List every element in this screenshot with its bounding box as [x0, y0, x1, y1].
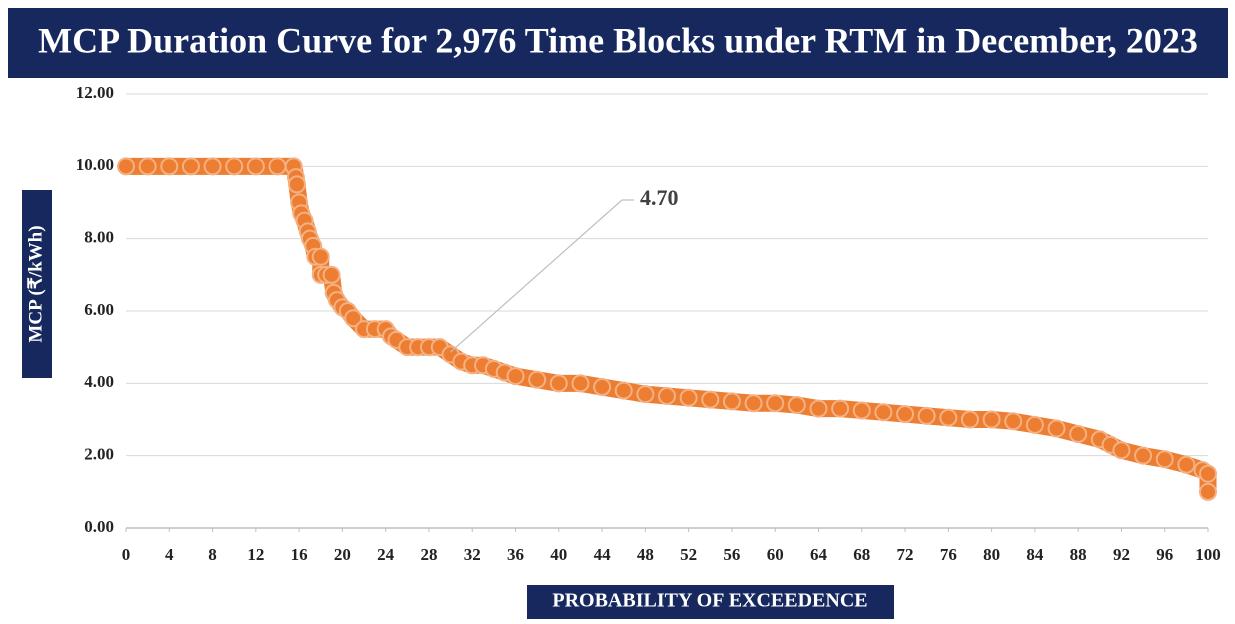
- x-tick-label: 72: [897, 545, 914, 564]
- x-tick-label: 40: [550, 545, 567, 564]
- x-tick-label: 4: [165, 545, 174, 564]
- data-point: [1047, 419, 1066, 438]
- y-tick-label: 10.00: [76, 155, 114, 174]
- data-point: [1177, 455, 1196, 474]
- data-point: [117, 157, 135, 176]
- data-point: [1155, 450, 1174, 469]
- x-tick-label: 52: [680, 545, 697, 564]
- x-tick-label: 76: [940, 545, 957, 564]
- data-point: [1025, 415, 1044, 434]
- x-tick-label: 16: [291, 545, 308, 564]
- x-tick-label: 20: [334, 545, 351, 564]
- x-tick-label: 84: [1026, 545, 1044, 564]
- data-point: [658, 386, 676, 405]
- data-point: [1004, 412, 1023, 431]
- annotation-leader: [450, 199, 623, 353]
- chart-title: MCP Duration Curve for 2,976 Time Blocks…: [38, 20, 1198, 60]
- data-point: [225, 157, 244, 176]
- x-tick-label: 24: [377, 545, 395, 564]
- x-tick-label: 8: [208, 545, 217, 564]
- x-tick-label: 28: [420, 545, 437, 564]
- data-point: [809, 399, 828, 418]
- data-point: [679, 388, 698, 407]
- data-point: [701, 390, 720, 409]
- data-point: [322, 265, 341, 284]
- data-point: [571, 374, 590, 393]
- x-tick-label: 88: [1070, 545, 1087, 564]
- data-point: [766, 394, 785, 413]
- x-tick-label: 60: [767, 545, 784, 564]
- curve-band: [117, 157, 1217, 501]
- x-tick-label: 68: [853, 545, 870, 564]
- y-label-box: [22, 190, 52, 378]
- data-point: [960, 410, 979, 429]
- data-point: [1199, 464, 1217, 483]
- x-label-box: [527, 585, 894, 619]
- y-tick-label: 4.00: [84, 372, 114, 391]
- x-tick-label: 100: [1195, 545, 1221, 564]
- data-point: [636, 385, 655, 404]
- data-point: [1112, 441, 1131, 460]
- x-tick-label: 32: [464, 545, 481, 564]
- x-tick-label: 96: [1156, 545, 1173, 564]
- data-point: [896, 405, 915, 424]
- data-point: [787, 396, 806, 415]
- x-tick-label: 64: [810, 545, 828, 564]
- data-point: [138, 157, 157, 176]
- data-point: [982, 410, 1001, 429]
- data-point: [1199, 482, 1217, 501]
- data-point: [181, 157, 200, 176]
- x-tick-label: 36: [507, 545, 524, 564]
- data-point: [1069, 424, 1088, 443]
- y-axis-label: MCP (₹/kWh): [25, 225, 46, 342]
- data-point: [268, 157, 287, 176]
- x-tick-label: 0: [122, 545, 131, 564]
- x-tick-label: 12: [247, 545, 264, 564]
- data-point: [722, 392, 741, 411]
- data-point: [311, 247, 330, 266]
- y-tick-label: 2.00: [84, 445, 114, 464]
- data-point: [528, 370, 547, 389]
- x-tick-label: 56: [723, 545, 740, 564]
- x-axis-label: PROBABILITY OF EXCEEDENCE: [552, 590, 867, 612]
- x-tick-label: 80: [983, 545, 1000, 564]
- data-point: [549, 374, 568, 393]
- data-point: [203, 157, 222, 176]
- x-tick-label: 48: [637, 545, 654, 564]
- data-point: [344, 309, 363, 328]
- x-tick-label: 92: [1113, 545, 1130, 564]
- y-tick-label: 6.00: [84, 300, 114, 319]
- data-point: [1134, 446, 1153, 465]
- data-point: [917, 406, 936, 425]
- data-point: [246, 157, 265, 176]
- y-tick-label: 12.00: [76, 83, 114, 102]
- data-point: [287, 175, 306, 194]
- data-point: [852, 401, 871, 420]
- annotation-label: 4.70: [640, 185, 679, 210]
- data-point: [874, 403, 893, 422]
- data-point: [506, 367, 525, 386]
- data-point: [160, 157, 179, 176]
- x-tick-label: 44: [594, 545, 612, 564]
- data-point: [593, 377, 612, 396]
- title-banner: [8, 8, 1228, 78]
- y-tick-label: 8.00: [84, 228, 114, 247]
- data-point: [939, 408, 958, 427]
- data-point: [831, 399, 850, 418]
- y-tick-label: 0.00: [84, 517, 114, 536]
- data-point: [614, 381, 633, 400]
- data-point: [744, 394, 763, 413]
